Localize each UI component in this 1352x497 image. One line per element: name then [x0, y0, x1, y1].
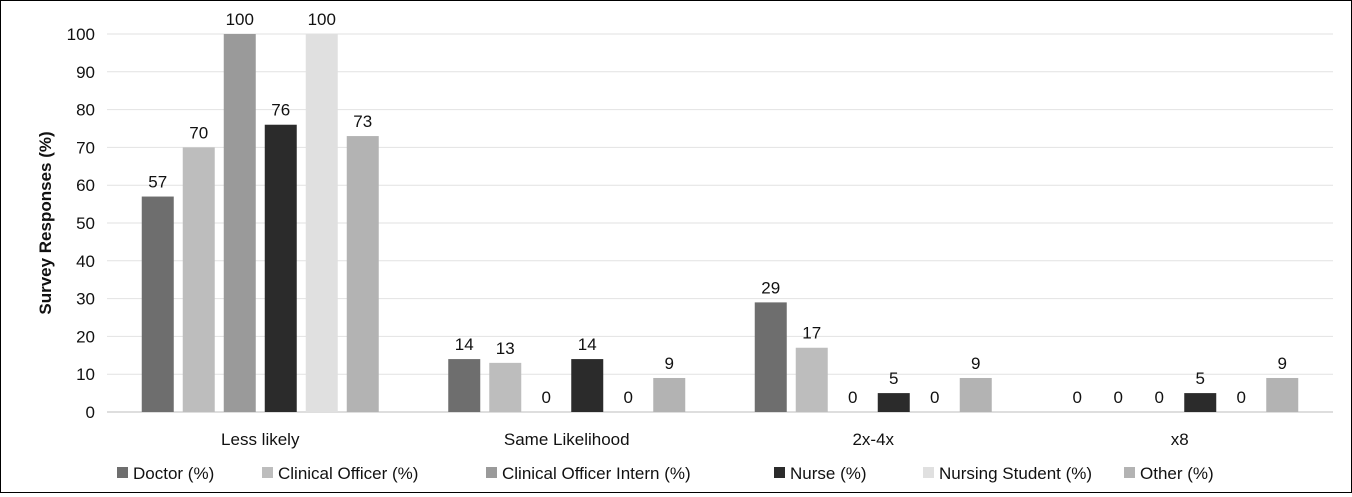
data-label: 5 — [1196, 369, 1205, 388]
data-label: 29 — [761, 278, 780, 297]
bar — [795, 347, 828, 412]
bars — [141, 34, 1299, 412]
bar — [182, 147, 215, 412]
bar — [448, 359, 481, 412]
data-label: 100 — [226, 10, 254, 29]
legend-label: Clinical Officer (%) — [278, 464, 418, 483]
legend-label: Clinical Officer Intern (%) — [502, 464, 691, 483]
data-label: 9 — [971, 354, 980, 373]
legend-swatch — [923, 467, 934, 478]
y-tick-label: 20 — [76, 327, 95, 346]
bar — [264, 124, 297, 412]
data-label: 100 — [308, 10, 336, 29]
y-tick-label: 70 — [76, 138, 95, 157]
legend: Doctor (%) Clinical Officer (%) Clinical O… — [117, 464, 1214, 483]
data-label: 57 — [148, 173, 167, 192]
y-tick-label: 40 — [76, 252, 95, 271]
x-axis-categories: Less likely Same Likelihood 2x-4x x8 — [221, 430, 1189, 449]
bar — [346, 136, 379, 412]
legend-label: Nurse (%) — [790, 464, 867, 483]
bar — [571, 359, 604, 412]
data-label: 70 — [189, 123, 208, 142]
bar — [141, 196, 174, 412]
y-tick-label: 80 — [76, 101, 95, 120]
data-label: 0 — [1073, 388, 1082, 407]
bar — [959, 377, 992, 412]
y-tick-label: 30 — [76, 290, 95, 309]
data-labels: 57 70 100 76 100 73 14 13 0 14 0 9 29 17 0 5 0 9 0 0 0 5 0 9 — [148, 10, 1287, 407]
data-label: 0 — [624, 388, 633, 407]
x-category-label: Same Likelihood — [504, 430, 630, 449]
legend-label: Other (%) — [1140, 464, 1214, 483]
legend-swatch — [117, 467, 128, 478]
legend-swatch — [1124, 467, 1135, 478]
legend-swatch — [262, 467, 273, 478]
bar — [877, 393, 910, 412]
data-label: 0 — [848, 388, 857, 407]
data-label: 0 — [1237, 388, 1246, 407]
legend-label: Nursing Student (%) — [939, 464, 1092, 483]
bar — [1184, 393, 1217, 412]
bar — [223, 34, 256, 412]
data-label: 0 — [1114, 388, 1123, 407]
legend-swatch — [774, 467, 785, 478]
y-tick-label: 90 — [76, 63, 95, 82]
y-tick-label: 50 — [76, 214, 95, 233]
bar — [305, 34, 338, 412]
bar — [489, 362, 522, 412]
data-label: 9 — [665, 354, 674, 373]
y-tick-label: 10 — [76, 365, 95, 384]
data-label: 17 — [802, 324, 821, 343]
bar — [1266, 377, 1299, 412]
y-tick-label: 0 — [86, 403, 95, 422]
y-tick-label: 100 — [67, 25, 95, 44]
data-label: 14 — [455, 335, 474, 354]
x-category-label: Less likely — [221, 430, 300, 449]
data-label: 73 — [353, 112, 372, 131]
data-label: 0 — [930, 388, 939, 407]
data-label: 13 — [496, 339, 515, 358]
data-label: 0 — [542, 388, 551, 407]
bar — [653, 377, 686, 412]
y-axis-label: Survey Responses (%) — [36, 131, 55, 314]
x-category-label: 2x-4x — [852, 430, 894, 449]
legend-swatch — [486, 467, 497, 478]
legend-label: Doctor (%) — [133, 464, 214, 483]
data-label: 76 — [271, 101, 290, 120]
data-label: 5 — [889, 369, 898, 388]
data-label: 9 — [1278, 354, 1287, 373]
y-tick-label: 60 — [76, 176, 95, 195]
y-axis: 0 10 20 30 40 50 60 70 80 90 100 — [67, 25, 95, 422]
data-label: 14 — [578, 335, 597, 354]
data-label: 0 — [1155, 388, 1164, 407]
x-category-label: x8 — [1171, 430, 1189, 449]
bar — [754, 302, 787, 412]
